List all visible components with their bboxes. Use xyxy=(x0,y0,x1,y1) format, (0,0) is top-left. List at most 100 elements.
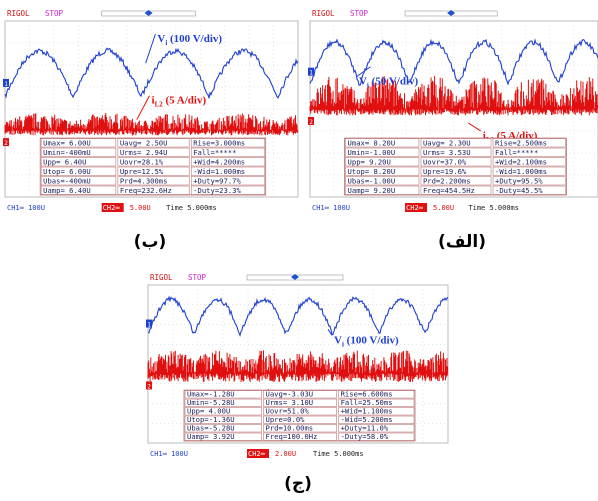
annotation: Vi (100 V/div) xyxy=(334,334,399,348)
ch2-scale: 5.00U xyxy=(433,204,454,212)
measure-value: Rise=3.000ms xyxy=(193,138,245,147)
trigger-marker xyxy=(144,10,153,16)
annotation-symbol: i xyxy=(152,95,155,107)
measure-value: Utop= 8.20U xyxy=(348,167,396,176)
measure-cell xyxy=(184,415,262,424)
ch2-marker-box xyxy=(3,138,9,147)
measure-value: Uamp= 3.92U xyxy=(187,432,235,441)
measure-cell xyxy=(263,407,337,416)
measure-value: Prd=2.200ms xyxy=(423,176,471,185)
annotation-subscript: L2 xyxy=(155,101,164,109)
measure-value: -Wid=5.200ms xyxy=(341,415,393,424)
voltage-trace xyxy=(4,47,299,99)
measure-cell xyxy=(184,424,262,433)
measure-value: Uavg= 2.30U xyxy=(423,138,471,147)
annotation-symbol: V xyxy=(157,33,165,45)
measure-value: Uovr=28.1% xyxy=(120,157,164,166)
annotation-arrow xyxy=(468,122,482,132)
measure-cell xyxy=(338,424,415,433)
measure-value: Ubas=-1.00U xyxy=(348,176,396,185)
measure-value: +Duty=97.7% xyxy=(193,176,241,185)
measure-value: +Wid=2.100ms xyxy=(495,157,547,166)
measure-cell xyxy=(420,138,492,148)
measure-cell xyxy=(190,185,266,195)
measure-cell xyxy=(345,176,420,186)
ch2-label-box xyxy=(405,203,428,212)
ch2-marker: 2 xyxy=(4,140,8,147)
measure-box xyxy=(39,137,267,196)
ch2-label: CH2═ xyxy=(103,204,121,212)
annotation: Vi (50 V/div) xyxy=(359,75,419,89)
measure-cell xyxy=(40,166,117,176)
measure-cell xyxy=(190,147,266,157)
annotation-scale: (100 V/div) xyxy=(344,334,399,346)
measure-cell xyxy=(190,176,266,186)
measure-cell xyxy=(338,432,415,441)
measure-cell xyxy=(345,147,420,157)
measure-value: Rise=6.600ms xyxy=(341,390,393,399)
measure-cell xyxy=(263,432,337,441)
measure-value: +Wid=4.200ms xyxy=(193,157,245,166)
measure-cell xyxy=(345,138,420,148)
measure-value: -Duty=58.0% xyxy=(341,432,389,441)
measure-cell xyxy=(492,185,566,195)
annotation-scale: (50 V/div) xyxy=(369,75,419,87)
measure-cell xyxy=(420,166,492,176)
current-trace xyxy=(147,350,449,382)
measure-cell xyxy=(40,138,117,148)
measure-cell xyxy=(420,185,492,195)
measure-cell xyxy=(190,166,266,176)
measure-cell xyxy=(263,424,337,433)
annotation-subscript: i xyxy=(165,39,167,47)
measure-cell xyxy=(338,398,415,407)
measure-cell xyxy=(117,185,190,195)
measure-cell xyxy=(263,398,337,407)
measure-value: Uovr=51.0% xyxy=(266,407,310,416)
ch2-marker: 2 xyxy=(147,383,151,390)
measure-cell xyxy=(492,166,566,176)
timebase: Time 5.000ms xyxy=(468,204,519,212)
measure-cell xyxy=(40,176,117,186)
trigger-marker xyxy=(447,10,456,16)
annotation-arrow xyxy=(136,95,150,120)
voltage-trace xyxy=(309,38,598,86)
measure-value: Uavg=-3.03U xyxy=(266,390,314,399)
measure-cell xyxy=(492,147,566,157)
measure-cell xyxy=(420,157,492,167)
annotation-subscript: i xyxy=(367,81,369,89)
measure-value: -Duty=23.3% xyxy=(193,186,241,195)
measure-cell xyxy=(184,398,262,407)
annotation-arrow xyxy=(327,328,333,336)
measure-cell xyxy=(263,390,337,399)
timebase: Time 5.000ms xyxy=(313,450,364,458)
caption: (ج) xyxy=(284,474,312,494)
measure-value: Uovr=37.0% xyxy=(423,157,467,166)
measure-cell xyxy=(263,415,337,424)
measure-value: +Duty=95.5% xyxy=(495,176,543,185)
ch2-scale: 5.00U xyxy=(130,204,151,212)
measure-value: -Wid=1.000ms xyxy=(193,167,245,176)
measure-cell xyxy=(117,176,190,186)
annotation-scale: (100 V/div) xyxy=(167,33,222,45)
measure-value: Upp= 6.40U xyxy=(43,157,86,166)
ch1-scale: CH1═ 100U xyxy=(312,204,350,212)
measure-box xyxy=(344,137,567,196)
measure-value: Upre=19.6% xyxy=(423,167,467,176)
measure-cell xyxy=(345,185,420,195)
measure-value: Ubas=-5.28U xyxy=(187,424,235,433)
ch2-marker-box xyxy=(146,381,152,390)
measure-value: +Wid=1.100ms xyxy=(341,407,393,416)
measure-cell xyxy=(184,390,262,399)
measure-cell xyxy=(190,157,266,167)
measure-cell xyxy=(117,147,190,157)
ch2-marker: 2 xyxy=(309,119,313,126)
measure-cell xyxy=(420,176,492,186)
measure-value: Uamp= 6.40U xyxy=(43,186,91,195)
measure-value: Umin=-1.00U xyxy=(348,148,396,157)
measure-cell xyxy=(117,166,190,176)
measure-value: Upre=0.0% xyxy=(266,415,306,424)
measure-value: Umax= 6.00U xyxy=(43,138,91,147)
measure-cell xyxy=(420,147,492,157)
